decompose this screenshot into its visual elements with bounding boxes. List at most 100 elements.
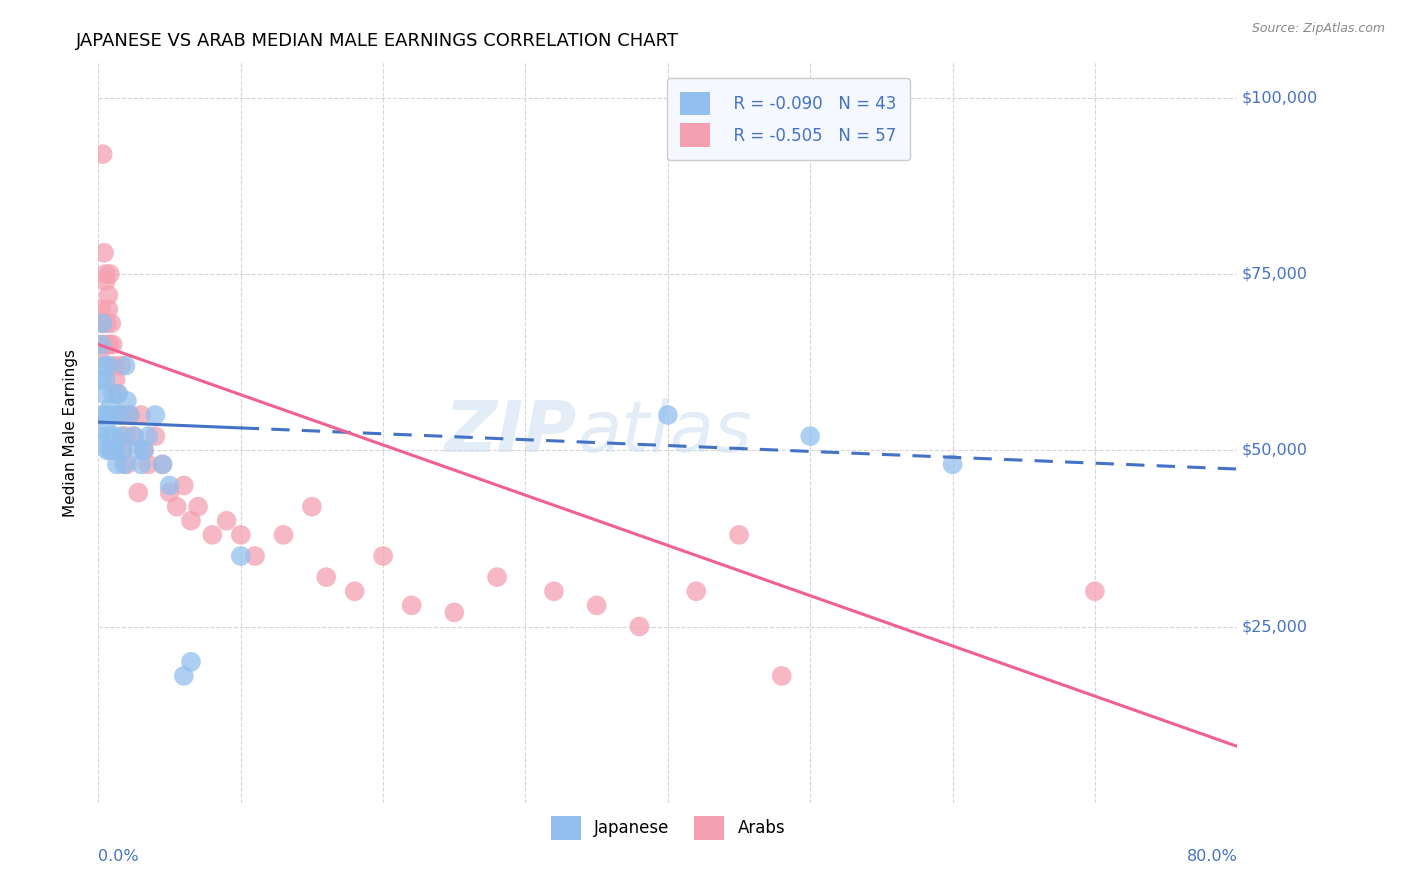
Point — [628, 619, 651, 633]
Text: $25,000: $25,000 — [1241, 619, 1308, 634]
Point — [122, 429, 145, 443]
Point — [543, 584, 565, 599]
Point — [173, 669, 195, 683]
Point — [122, 429, 145, 443]
Y-axis label: Median Male Earnings: Median Male Earnings — [63, 349, 77, 516]
Point — [94, 408, 117, 422]
Point — [180, 655, 202, 669]
Point — [97, 429, 120, 443]
Point — [728, 528, 751, 542]
Point — [101, 337, 124, 351]
Point — [301, 500, 323, 514]
Point — [145, 408, 167, 422]
Legend: Japanese, Arabs: Japanese, Arabs — [544, 809, 792, 847]
Point — [104, 443, 127, 458]
Point — [90, 302, 112, 317]
Point — [114, 429, 136, 443]
Point — [90, 337, 112, 351]
Text: Source: ZipAtlas.com: Source: ZipAtlas.com — [1251, 22, 1385, 36]
Point — [108, 408, 131, 422]
Point — [770, 669, 793, 683]
Text: JAPANESE VS ARAB MEDIAN MALE EARNINGS CORRELATION CHART: JAPANESE VS ARAB MEDIAN MALE EARNINGS CO… — [76, 32, 679, 50]
Point — [173, 478, 195, 492]
Point — [159, 478, 181, 492]
Point — [98, 267, 121, 281]
Point — [118, 408, 141, 422]
Point — [111, 443, 134, 458]
Point — [98, 401, 121, 415]
Text: atlas: atlas — [576, 398, 751, 467]
Point — [91, 316, 114, 330]
Text: ZIP: ZIP — [444, 398, 576, 467]
Point — [96, 316, 118, 330]
Point — [127, 443, 149, 458]
Point — [152, 458, 174, 472]
Point — [110, 359, 132, 373]
Point — [136, 429, 159, 443]
Point — [97, 288, 120, 302]
Point — [114, 359, 136, 373]
Point — [105, 387, 128, 401]
Point — [373, 549, 395, 563]
Point — [229, 549, 252, 563]
Point — [93, 359, 115, 373]
Point — [799, 429, 821, 443]
Point — [112, 458, 135, 472]
Point — [132, 443, 155, 458]
Point — [132, 443, 155, 458]
Point — [585, 599, 607, 613]
Point — [101, 443, 124, 458]
Point — [103, 429, 125, 443]
Point — [111, 443, 134, 458]
Point — [96, 415, 118, 429]
Text: 80.0%: 80.0% — [1187, 848, 1237, 863]
Point — [657, 408, 679, 422]
Point — [101, 387, 124, 401]
Point — [685, 584, 707, 599]
Point — [129, 408, 152, 422]
Point — [112, 408, 135, 422]
Point — [215, 514, 238, 528]
Point — [91, 408, 114, 422]
Text: $75,000: $75,000 — [1241, 267, 1308, 282]
Point — [401, 599, 423, 613]
Point — [443, 606, 465, 620]
Point — [97, 302, 120, 317]
Point — [94, 373, 117, 387]
Point — [145, 429, 167, 443]
Point — [127, 485, 149, 500]
Point — [486, 570, 509, 584]
Point — [152, 458, 174, 472]
Point — [97, 359, 120, 373]
Point — [273, 528, 295, 542]
Point — [1084, 584, 1107, 599]
Point — [104, 373, 127, 387]
Point — [136, 458, 159, 472]
Point — [96, 443, 118, 458]
Text: $100,000: $100,000 — [1241, 90, 1317, 105]
Point — [96, 337, 118, 351]
Point — [100, 316, 122, 330]
Point — [315, 570, 337, 584]
Point — [100, 408, 122, 422]
Point — [105, 458, 128, 472]
Point — [98, 443, 121, 458]
Point — [91, 316, 114, 330]
Point — [93, 245, 115, 260]
Point — [166, 500, 188, 514]
Point — [90, 373, 112, 387]
Point — [187, 500, 209, 514]
Point — [343, 584, 366, 599]
Point — [94, 267, 117, 281]
Point — [243, 549, 266, 563]
Text: $50,000: $50,000 — [1241, 442, 1308, 458]
Point — [115, 393, 138, 408]
Point — [115, 458, 138, 472]
Point — [98, 337, 121, 351]
Point — [107, 387, 129, 401]
Point — [942, 458, 965, 472]
Point — [91, 147, 114, 161]
Point — [129, 458, 152, 472]
Point — [118, 408, 141, 422]
Point — [180, 514, 202, 528]
